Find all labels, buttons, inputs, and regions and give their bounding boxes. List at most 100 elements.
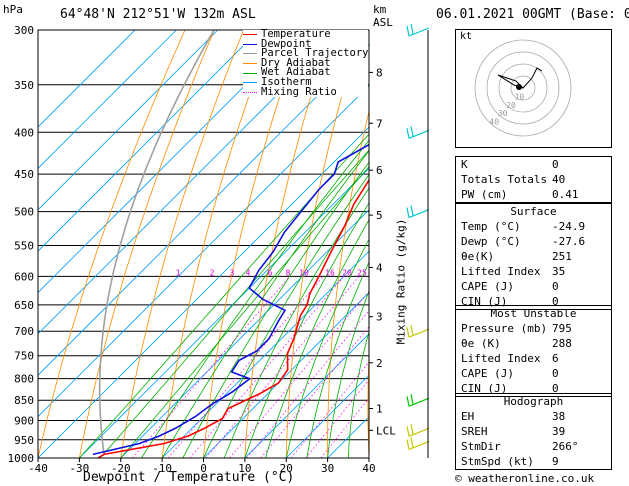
pressure-tick-label: 950 bbox=[14, 434, 34, 447]
isotherm-line bbox=[38, 85, 369, 418]
isotherm-line bbox=[161, 250, 369, 458]
temperature-tick-label: -10 bbox=[152, 462, 172, 475]
wind-barb bbox=[406, 126, 430, 139]
pressure-tick-label: 750 bbox=[14, 350, 34, 363]
isotherm-line bbox=[38, 126, 369, 458]
wind-barb bbox=[406, 437, 430, 451]
table-row: CAPE (J) 0 bbox=[456, 279, 611, 294]
isotherm-line bbox=[38, 30, 177, 169]
storm-motion-marker bbox=[516, 84, 522, 90]
mixing-ratio-line bbox=[167, 276, 324, 458]
mixing-ratio-line bbox=[132, 276, 291, 458]
pressure-tick-label: 650 bbox=[14, 299, 34, 312]
valid-datetime: 06.01.2021 00GMT (Base: 00) bbox=[436, 7, 629, 22]
row-label: EH bbox=[461, 410, 475, 423]
dry-adiabat-line bbox=[367, 346, 369, 458]
table-row: Pressure (mb) 795 bbox=[456, 321, 611, 336]
temperature-tick-label: 40 bbox=[362, 462, 375, 475]
pressure-tick-label: 350 bbox=[14, 79, 34, 92]
legend-label: Mixing Ratio bbox=[261, 85, 337, 98]
temperature-series-line bbox=[97, 178, 369, 458]
dewpoint-series-line bbox=[92, 143, 369, 456]
legend-swatch bbox=[243, 63, 257, 65]
legend-item: Dewpoint bbox=[243, 39, 368, 50]
legend-label: Temperature bbox=[261, 28, 331, 40]
station-location: 64°48'N 212°51'W 132m ASL bbox=[60, 7, 256, 22]
temperature-tick-label: -20 bbox=[111, 462, 131, 475]
wind-barb bbox=[406, 394, 430, 407]
legend-swatch bbox=[243, 34, 257, 36]
dry-adiabat-line bbox=[79, 30, 215, 458]
wind-barb-shaft bbox=[408, 440, 430, 451]
row-value: 38 bbox=[552, 410, 566, 423]
row-value: 35 bbox=[552, 265, 566, 278]
mixing-ratio-tick-label: 4 bbox=[246, 268, 251, 277]
dry-adiabat-line bbox=[203, 30, 303, 458]
row-value: 0 bbox=[552, 295, 559, 308]
row-label: Temp (°C) bbox=[461, 220, 521, 233]
pressure-tick-label: 700 bbox=[14, 325, 34, 338]
temperature-tick-label: -30 bbox=[69, 462, 89, 475]
isotherm-line bbox=[38, 30, 301, 294]
legend-swatch bbox=[243, 53, 257, 55]
hodograph-ring bbox=[474, 39, 572, 137]
row-value: 0 bbox=[552, 382, 559, 395]
wind-barb-feather bbox=[406, 396, 410, 407]
wind-barb-feather bbox=[410, 424, 414, 435]
table-row: Dewp (°C) -27.6 bbox=[456, 234, 611, 249]
row-label: Lifted Index bbox=[461, 352, 541, 365]
row-value: 0 bbox=[552, 158, 559, 171]
row-value: -27.6 bbox=[552, 235, 586, 248]
hodograph-ring bbox=[498, 63, 548, 113]
table-row: Lifted Index 6 bbox=[456, 351, 611, 366]
pressure-tick-label: 850 bbox=[14, 394, 34, 407]
mixing-ratio-tick-label: 20 bbox=[342, 268, 352, 277]
km-tick-label: 2 bbox=[376, 357, 383, 370]
pressure-tick-label: 500 bbox=[14, 206, 34, 219]
isotherm-line bbox=[38, 30, 343, 335]
mixing-ratio-axis-label: Mixing Ratio (g/kg) bbox=[394, 218, 408, 345]
km-tick-label: 7 bbox=[376, 117, 383, 130]
row-value: -24.9 bbox=[552, 220, 586, 233]
legend-swatch bbox=[243, 43, 257, 45]
legend-item: Dry Adiabat bbox=[243, 58, 368, 69]
legend-label: Isotherm bbox=[261, 75, 312, 88]
temperature-tick-label: 20 bbox=[280, 462, 293, 475]
wind-barb-feather bbox=[406, 207, 410, 218]
row-value: 0 bbox=[552, 280, 559, 293]
wind-barb-feather bbox=[410, 394, 414, 405]
pressure-tick-label: 800 bbox=[14, 373, 34, 386]
legend-swatch bbox=[243, 82, 257, 84]
isotherm-line bbox=[38, 30, 136, 128]
legend-item: Parcel Trajectory bbox=[243, 48, 368, 59]
mixing-ratio-tick-label: 3 bbox=[230, 268, 235, 277]
dry-adiabat-line bbox=[120, 30, 244, 458]
legend-label: Wet Adiabat bbox=[261, 66, 331, 79]
mixing-ratio-tick-label: 16 bbox=[325, 268, 335, 277]
temperature-tick-label: -40 bbox=[28, 462, 48, 475]
mixing-ratio-tick-label: 10 bbox=[299, 268, 309, 277]
table-row: θe(K) 251 bbox=[456, 249, 611, 264]
km-tick-label: 1 bbox=[376, 402, 383, 415]
km-tick-label: 8 bbox=[376, 66, 383, 79]
wind-barb-shaft bbox=[408, 129, 430, 139]
km-label: km bbox=[373, 3, 387, 16]
wet-adiabat-line bbox=[327, 290, 369, 458]
hodograph-unit-label: kt bbox=[460, 31, 473, 42]
row-label: StmSpd (kt) bbox=[461, 455, 534, 468]
copyright: © weatheronline.co.uk bbox=[455, 472, 595, 485]
legend-item: Mixing Ratio bbox=[243, 85, 368, 98]
row-value: 795 bbox=[552, 322, 572, 335]
row-value: 288 bbox=[552, 337, 572, 350]
surface-table: Surface Temp (°C) -24.9 Dewp (°C) -27.6 θe(K… bbox=[455, 203, 612, 310]
pressure-tick-label: 400 bbox=[14, 126, 34, 139]
hodograph-ring bbox=[510, 75, 536, 101]
asl-label: ASL bbox=[373, 16, 393, 29]
wet-adiabat-line bbox=[265, 219, 369, 458]
wind-barb bbox=[406, 23, 430, 37]
wet-adiabat-line bbox=[120, 166, 369, 458]
hodograph-ring-label: 10 bbox=[515, 92, 525, 101]
row-label: Pressure (mb) bbox=[461, 322, 548, 335]
row-label: CAPE (J) bbox=[461, 280, 514, 293]
table-row: CIN (J) 0 bbox=[456, 294, 611, 309]
